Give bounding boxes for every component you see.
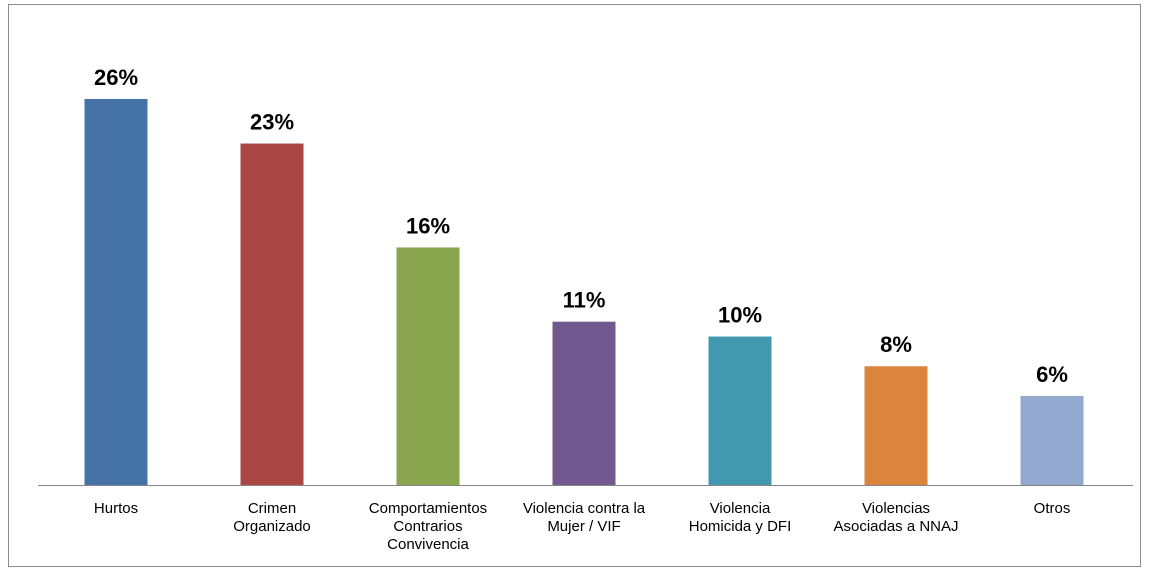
category-label-crimen-organizado: Crimen Organizado bbox=[233, 500, 311, 535]
bar-comportamientos-contrarios-convivencia bbox=[396, 247, 460, 485]
category-label-hurtos: Hurtos bbox=[94, 500, 138, 517]
bar-hurtos bbox=[84, 99, 148, 485]
value-label-hurtos: 26% bbox=[94, 65, 138, 90]
value-label-violencias-asociadas-a-nnaj: 8% bbox=[880, 332, 912, 357]
bar-otros bbox=[1020, 395, 1084, 485]
category-label-violencia-homicida-y-dfi: Violencia Homicida y DFI bbox=[689, 500, 792, 535]
value-label-comportamientos-contrarios-convivencia: 16% bbox=[406, 213, 450, 238]
value-label-violencia-homicida-y-dfi: 10% bbox=[718, 303, 762, 328]
category-label-violencia-contra-la-mujer-vif: Violencia contra la Mujer / VIF bbox=[523, 500, 646, 535]
category-label-comportamientos-contrarios-convivencia: Comportamientos Contrarios Convivencia bbox=[369, 500, 487, 553]
value-label-violencia-contra-la-mujer-vif: 11% bbox=[563, 288, 606, 313]
category-label-otros: Otros bbox=[1034, 500, 1071, 517]
value-label-otros: 6% bbox=[1036, 362, 1068, 387]
bar-violencia-homicida-y-dfi bbox=[708, 336, 772, 485]
bar-crimen-organizado bbox=[240, 143, 304, 486]
bar-violencia-contra-la-mujer-vif bbox=[552, 321, 616, 485]
value-label-crimen-organizado: 23% bbox=[250, 110, 294, 135]
category-label-violencias-asociadas-a-nnaj: Violencias Asociadas a NNAJ bbox=[833, 500, 958, 535]
bar-violencias-asociadas-a-nnaj bbox=[864, 366, 928, 485]
